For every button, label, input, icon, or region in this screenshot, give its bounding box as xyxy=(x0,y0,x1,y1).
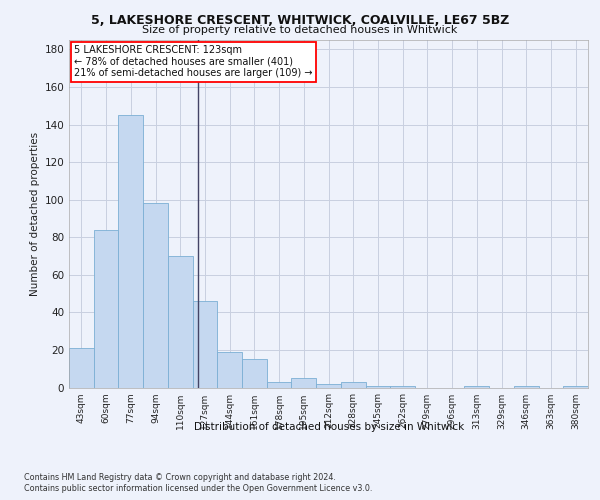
Bar xyxy=(563,386,588,388)
Bar xyxy=(69,348,94,388)
Text: Contains public sector information licensed under the Open Government Licence v3: Contains public sector information licen… xyxy=(24,484,373,493)
Bar xyxy=(365,386,390,388)
Y-axis label: Number of detached properties: Number of detached properties xyxy=(30,132,40,296)
Bar xyxy=(242,360,267,388)
Bar xyxy=(118,115,143,388)
Bar xyxy=(143,204,168,388)
Bar xyxy=(341,382,365,388)
Bar xyxy=(168,256,193,388)
Bar xyxy=(464,386,489,388)
Bar xyxy=(316,384,341,388)
Text: 5 LAKESHORE CRESCENT: 123sqm
← 78% of detached houses are smaller (401)
21% of s: 5 LAKESHORE CRESCENT: 123sqm ← 78% of de… xyxy=(74,45,313,78)
Bar xyxy=(514,386,539,388)
Bar xyxy=(267,382,292,388)
Bar xyxy=(217,352,242,388)
Text: Size of property relative to detached houses in Whitwick: Size of property relative to detached ho… xyxy=(142,25,458,35)
Bar xyxy=(292,378,316,388)
Text: Distribution of detached houses by size in Whitwick: Distribution of detached houses by size … xyxy=(194,422,464,432)
Text: Contains HM Land Registry data © Crown copyright and database right 2024.: Contains HM Land Registry data © Crown c… xyxy=(24,472,336,482)
Bar xyxy=(193,301,217,388)
Bar xyxy=(94,230,118,388)
Text: 5, LAKESHORE CRESCENT, WHITWICK, COALVILLE, LE67 5BZ: 5, LAKESHORE CRESCENT, WHITWICK, COALVIL… xyxy=(91,14,509,27)
Bar xyxy=(390,386,415,388)
